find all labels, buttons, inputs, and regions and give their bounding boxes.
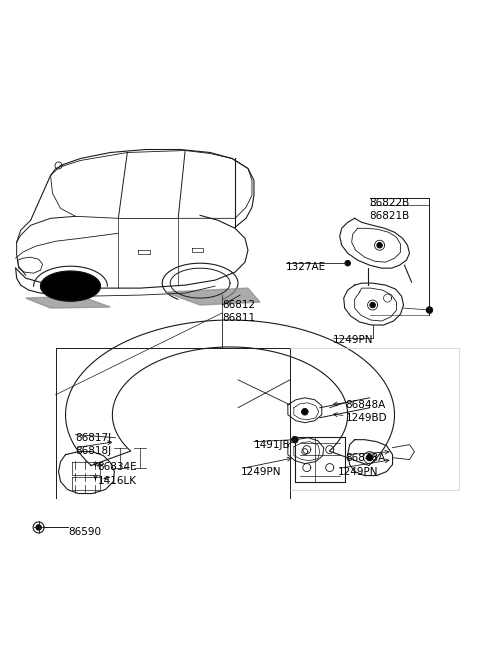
Text: 1249PN: 1249PN xyxy=(338,466,378,477)
Text: 1327AE: 1327AE xyxy=(286,262,326,272)
Polygon shape xyxy=(59,452,114,493)
Polygon shape xyxy=(302,449,308,455)
Polygon shape xyxy=(292,437,298,443)
Text: 86834E: 86834E xyxy=(97,462,137,472)
Text: 86822B: 86822B xyxy=(370,198,410,208)
Text: 1416LK: 1416LK xyxy=(97,476,136,485)
Polygon shape xyxy=(367,455,372,460)
Text: 86821B: 86821B xyxy=(370,212,410,221)
Text: 86818J: 86818J xyxy=(75,445,112,456)
Polygon shape xyxy=(36,525,41,530)
Polygon shape xyxy=(348,440,393,476)
Polygon shape xyxy=(288,398,322,422)
Text: 86817J: 86817J xyxy=(75,433,112,443)
Polygon shape xyxy=(66,320,395,466)
Text: 86848A: 86848A xyxy=(346,453,386,462)
Polygon shape xyxy=(165,288,260,305)
Polygon shape xyxy=(426,307,432,313)
Text: 1249PN: 1249PN xyxy=(241,466,281,477)
Text: 1249PN: 1249PN xyxy=(333,335,373,345)
Text: 86848A: 86848A xyxy=(346,400,386,410)
Polygon shape xyxy=(302,409,308,415)
Polygon shape xyxy=(295,437,345,481)
Text: 1249BD: 1249BD xyxy=(346,413,387,422)
Text: 1491JB: 1491JB xyxy=(254,440,290,450)
Text: 86590: 86590 xyxy=(69,527,101,537)
Polygon shape xyxy=(377,243,382,248)
Text: 86812: 86812 xyxy=(222,300,255,310)
Polygon shape xyxy=(370,303,375,308)
Polygon shape xyxy=(288,438,324,464)
Polygon shape xyxy=(345,261,350,266)
Polygon shape xyxy=(25,296,110,308)
Polygon shape xyxy=(340,218,409,268)
Polygon shape xyxy=(344,283,404,325)
Polygon shape xyxy=(41,271,100,301)
Text: 86811: 86811 xyxy=(222,313,255,323)
